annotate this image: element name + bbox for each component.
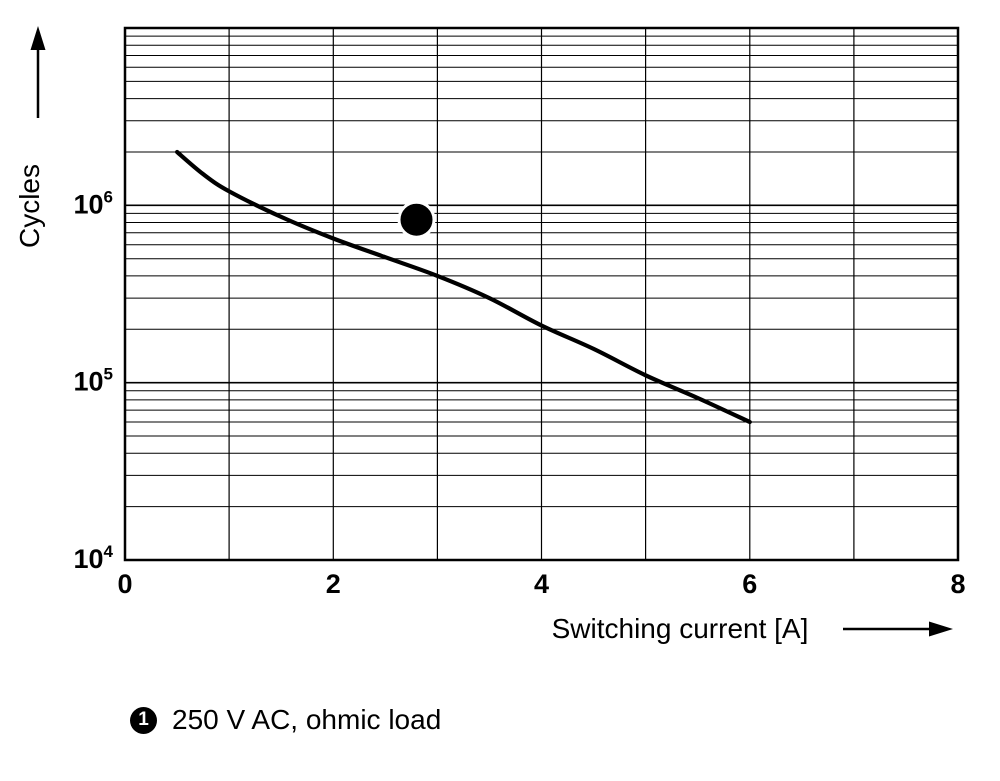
y-axis-title: Cycles: [14, 163, 45, 249]
y-tick-label: 105: [73, 365, 113, 397]
y-tick-label: 104: [73, 542, 113, 574]
series-curve: [175, 149, 752, 425]
curve-marker-label: 1: [410, 207, 423, 233]
legend: 1 250 V AC, ohmic load: [130, 704, 441, 736]
legend-marker-icon: 1: [130, 706, 157, 734]
x-tick-label: 6: [742, 569, 757, 599]
curve-marker-icon: [397, 200, 436, 239]
x-tick-label: 2: [326, 569, 341, 599]
y-tick-label: 106: [73, 187, 113, 219]
x-axis-title: Switching current [A]: [551, 613, 809, 644]
x-tick-label: 8: [950, 569, 965, 599]
y-axis-arrow-icon: [30, 26, 46, 50]
legend-text: 250 V AC, ohmic load: [172, 704, 442, 735]
x-tick-label: 4: [534, 569, 549, 599]
x-tick-label: 0: [117, 569, 132, 599]
x-axis-arrow-icon: [929, 621, 953, 637]
plot-frame: [123, 26, 960, 562]
